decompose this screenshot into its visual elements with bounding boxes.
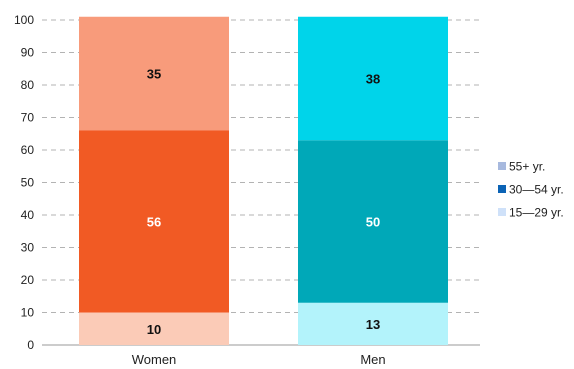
data-label: 50 [366,215,380,230]
category-label: Men [360,352,385,367]
y-tick-label: 0 [27,338,34,352]
bar-segment [79,130,229,313]
legend-swatch [498,162,506,170]
bar-segment [79,16,229,131]
data-label: 13 [366,317,380,332]
legend-label: 15—29 yr. [509,206,564,220]
bars [79,16,448,345]
y-tick-label: 100 [14,13,34,27]
bar-segment [79,312,229,345]
y-axis: 0 10 20 30 40 50 60 70 80 90 100 [14,13,34,352]
legend-swatch [498,208,506,216]
legend-label: 30—54 yr. [509,183,564,197]
bar-segment [298,302,448,345]
data-label: 56 [147,215,161,230]
category-label: Women [132,352,177,367]
data-label: 10 [147,322,161,337]
y-tick-label: 10 [21,306,35,320]
data-labels: 10 56 35 13 50 38 [147,67,380,337]
y-tick-label: 90 [21,46,35,60]
x-axis: Women Men [132,352,386,367]
y-tick-label: 40 [21,208,35,222]
legend-swatch [498,185,506,193]
y-tick-label: 50 [21,176,35,190]
y-tick-label: 70 [21,111,35,125]
data-label: 38 [366,72,380,87]
y-tick-label: 80 [21,78,35,92]
legend-label: 55+ yr. [509,160,545,174]
y-tick-label: 30 [21,241,35,255]
bar-segment [298,140,448,303]
y-tick-label: 20 [21,273,35,287]
data-label: 35 [147,67,161,82]
bar-segment [298,16,448,141]
y-tick-label: 60 [21,143,35,157]
legend: 55+ yr. 30—54 yr. 15—29 yr. [498,160,564,220]
